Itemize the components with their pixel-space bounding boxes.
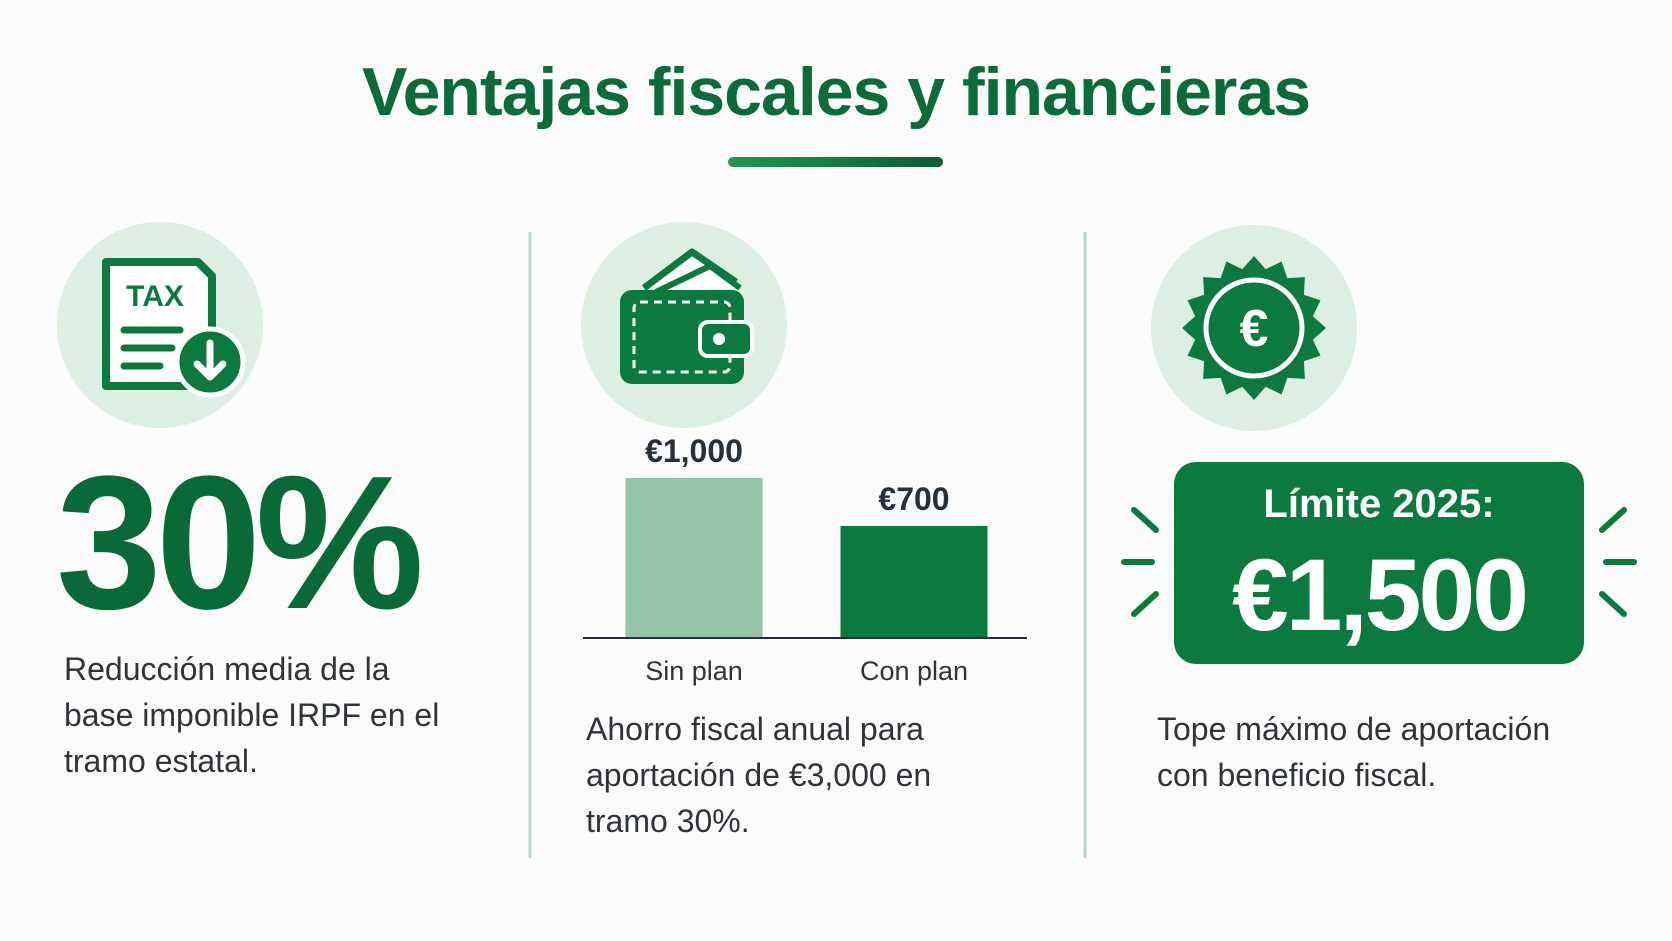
description-line: aportación de €3,000 en	[586, 757, 931, 793]
wallet-icon	[581, 222, 787, 428]
icon-label: TAX	[126, 280, 184, 313]
limit-box	[1174, 462, 1584, 664]
title-underline	[728, 157, 943, 167]
description-line: tramo estatal.	[64, 743, 258, 779]
category-label: Con plan	[860, 656, 968, 686]
title: Ventajas fiscales y financieras	[362, 54, 1310, 130]
description-line: Ahorro fiscal anual para	[586, 711, 924, 747]
value-label: €1,000	[645, 433, 743, 469]
bar	[625, 478, 763, 638]
value-label: €700	[878, 481, 949, 517]
euro-badge-icon: €	[1151, 225, 1357, 431]
description-line: Tope máximo de aportación	[1157, 711, 1550, 747]
icon-label: €	[1240, 300, 1269, 358]
description-line: Reducción media de la	[64, 651, 390, 687]
description-line: tramo 30%.	[586, 803, 750, 839]
bar	[840, 526, 988, 638]
description-line: con beneficio fiscal.	[1157, 757, 1436, 793]
description-line: base imponible IRPF en el	[64, 697, 439, 733]
box-value: €1,500	[1232, 538, 1526, 652]
bar-chart: €1,000 Sin plan €700 Con plan	[583, 433, 1027, 686]
burst-lines	[1121, 507, 1637, 617]
tax-icon: TAX	[57, 222, 263, 428]
headline: 30%	[56, 437, 419, 649]
category-label: Sin plan	[645, 656, 743, 686]
box-label: Límite 2025:	[1263, 482, 1494, 526]
